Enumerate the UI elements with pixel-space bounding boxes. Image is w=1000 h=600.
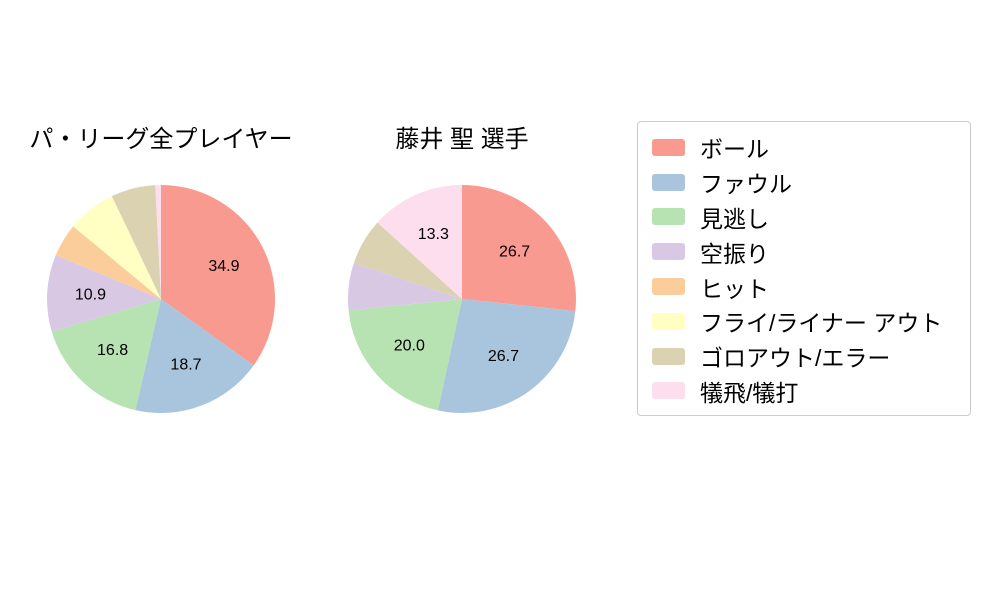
pie-slice-label: 10.9 (75, 287, 106, 304)
pie-slice (377, 185, 462, 299)
legend-item: 見逃し (652, 200, 956, 235)
pie-title-league-all-players: パ・リーグ全プレイヤー (29, 126, 293, 153)
legend-item: ヒット (652, 269, 956, 304)
pie-slice-label: 26.7 (488, 348, 519, 365)
pie-slice (111, 185, 161, 299)
pie-chart-player-fujii: 26.7 26.7 20.0 13.3 (348, 185, 576, 413)
pie-slice (73, 196, 161, 299)
legend-label: 見逃し (700, 205, 769, 232)
legend: ボールファウル見逃し空振りヒットフライ/ライナー アウト ゴロアウト/エラー 犠飛/… (637, 121, 971, 416)
pie-slice (353, 222, 462, 299)
pie-slice (161, 185, 275, 366)
pie-slice-label: 20.0 (394, 338, 425, 355)
pie-slice-label: 34.9 (208, 258, 239, 275)
legend-label: ボール (700, 136, 769, 163)
pie-slice (155, 185, 161, 299)
legend-swatch (652, 382, 685, 400)
pie-slice (51, 299, 162, 411)
legend-item: 犠飛/犠打 (652, 374, 956, 409)
pie-slice-label: 18.7 (170, 357, 201, 374)
pie-block-player-fujii: 藤井 聖 選手 26.7 26.7 20.0 13.3 (326, 124, 598, 413)
legend-item: ファウル (652, 165, 956, 200)
legend-label: 空振り (700, 240, 769, 267)
legend-item: フライ/ライナー アウト (652, 304, 956, 339)
pie-title-player-fujii: 藤井 聖 選手 (395, 126, 529, 153)
legend-label: フライ/ライナー アウト (700, 310, 943, 337)
legend-swatch (652, 208, 685, 226)
legend-swatch (652, 243, 685, 261)
pie-slice (135, 299, 254, 413)
legend-items: ボールファウル見逃し空振りヒットフライ/ライナー アウト ゴロアウト/エラー 犠飛/… (652, 130, 956, 408)
pie-block-league-all-players: パ・リーグ全プレイヤー 34.9 18.7 16.8 10.9 (25, 124, 297, 413)
pie-slice (348, 299, 462, 411)
pie-slice (348, 263, 462, 311)
pie-slice (462, 185, 576, 312)
pie-slice-label: 26.7 (499, 243, 530, 260)
pie-chart-league-all-players: 34.9 18.7 16.8 10.9 (47, 185, 275, 413)
legend-item: ゴロアウト/エラー (652, 339, 956, 374)
legend-label: ファウル (700, 171, 792, 198)
legend-label: ヒット (700, 275, 769, 302)
legend-swatch (652, 278, 685, 296)
legend-item: 空振り (652, 234, 956, 269)
legend-swatch (652, 173, 685, 191)
pie-slice (437, 299, 576, 413)
pie-slice (55, 226, 161, 299)
legend-label: ゴロアウト/エラー (700, 345, 891, 372)
legend-swatch (652, 138, 685, 156)
pie-slice-label: 16.8 (97, 342, 128, 359)
legend-label: 犠飛/犠打 (700, 379, 799, 406)
pie-slice (47, 255, 161, 332)
legend-swatch (652, 312, 685, 330)
pie-slice-label: 13.3 (418, 226, 449, 243)
legend-item: ボール (652, 130, 956, 165)
legend-swatch (652, 347, 685, 365)
